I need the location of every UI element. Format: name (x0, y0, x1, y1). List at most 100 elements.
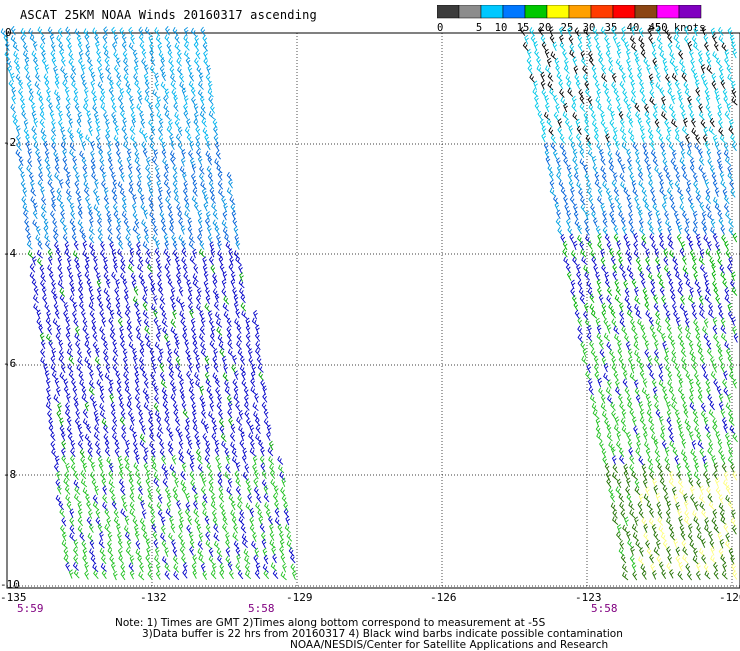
wind-barb (720, 363, 726, 373)
wind-barb (124, 379, 130, 389)
wind-barb (25, 140, 31, 151)
wind-barb (708, 440, 714, 451)
wind-barb (138, 417, 144, 428)
wind-barb (247, 348, 253, 358)
wind-barb (721, 463, 727, 473)
wind-barb (704, 570, 711, 580)
wind-barb (616, 478, 622, 489)
wind-barb (638, 209, 643, 220)
wind-barb (166, 125, 173, 135)
wind-barb (28, 88, 34, 98)
wind-barb (662, 540, 669, 550)
wind-barb (61, 531, 67, 542)
wind-barb (98, 371, 104, 381)
wind-barb (233, 524, 238, 534)
wind-barb (595, 43, 601, 53)
wind-barb (713, 333, 719, 343)
wind-barb (96, 363, 101, 374)
wind-barb (653, 531, 659, 541)
wind-barb (260, 379, 266, 389)
wind-barb (39, 332, 45, 342)
wind-barb (247, 485, 252, 495)
wind-barb (572, 56, 578, 66)
wind-barb (122, 278, 128, 289)
wind-barb (200, 341, 207, 351)
wind-barb (122, 356, 128, 366)
wind-barb (148, 409, 154, 420)
wind-barb (21, 110, 27, 120)
wind-barb (188, 386, 195, 396)
wind-barb (574, 27, 580, 37)
wind-barb (132, 440, 138, 450)
wind-barb (586, 363, 592, 374)
wind-barb (208, 479, 214, 489)
wind-barb (646, 64, 651, 75)
wind-barb (35, 225, 41, 236)
wind-barb (76, 34, 82, 45)
wind-barb (705, 188, 711, 198)
wind-barb (98, 301, 104, 311)
wind-barb (143, 286, 149, 296)
wind-barb (603, 318, 609, 328)
wind-barb (138, 256, 144, 267)
wind-barb (598, 56, 604, 67)
wind-barb (68, 569, 74, 579)
wind-barb (262, 547, 268, 558)
wind-barb (224, 471, 231, 481)
wind-barb (614, 195, 620, 205)
wind-barb (600, 402, 607, 412)
wind-barb (718, 393, 724, 403)
wind-barb (97, 234, 104, 244)
wind-barb (189, 157, 195, 168)
wind-barb (643, 57, 649, 67)
wind-barb (107, 531, 113, 542)
wind-barb (191, 562, 197, 573)
wind-barb (660, 532, 667, 542)
colorbar-swatch (678, 5, 702, 19)
wind-barb (662, 386, 667, 396)
wind-barb (583, 27, 590, 37)
wind-barb (164, 547, 170, 557)
wind-barb (249, 524, 256, 534)
wind-barb (176, 203, 182, 213)
wind-barb (652, 111, 658, 121)
wind-barb (579, 295, 586, 305)
wind-barb (178, 455, 185, 464)
wind-barb (74, 180, 80, 190)
note-line-1: Note: 1) Times are GMT 2)Times along bot… (115, 617, 546, 629)
wind-barb (654, 355, 660, 365)
wind-barb (74, 417, 80, 428)
wind-barb (126, 318, 132, 328)
wind-barb (84, 87, 89, 97)
wind-barb (199, 310, 204, 320)
wind-barb (148, 272, 153, 282)
wind-barb (603, 127, 609, 137)
wind-barb (244, 401, 250, 411)
wind-barb (113, 263, 119, 273)
wind-barb (138, 409, 144, 420)
wind-barb (87, 363, 94, 373)
wind-barb (616, 48, 622, 59)
wind-barb (719, 538, 725, 549)
wind-barb (235, 477, 242, 487)
wind-barb (675, 172, 681, 182)
wind-barb (562, 240, 568, 251)
wind-barb (200, 26, 206, 37)
wind-barb (241, 310, 248, 319)
wind-barb (88, 302, 95, 311)
wind-barb (61, 447, 66, 458)
wind-barb (176, 296, 183, 306)
wind-barb (656, 501, 662, 512)
wind-barb (71, 233, 78, 243)
wind-barb (548, 171, 554, 181)
wind-barb (39, 111, 46, 121)
wind-barb (655, 456, 661, 466)
wind-barb (33, 117, 39, 128)
wind-barb (636, 203, 642, 213)
wind-barb (290, 554, 296, 564)
wind-barb (212, 210, 219, 220)
wind-barb (41, 134, 47, 144)
wind-barb (90, 79, 96, 90)
wind-barb (563, 256, 570, 266)
wind-barb (160, 81, 167, 91)
